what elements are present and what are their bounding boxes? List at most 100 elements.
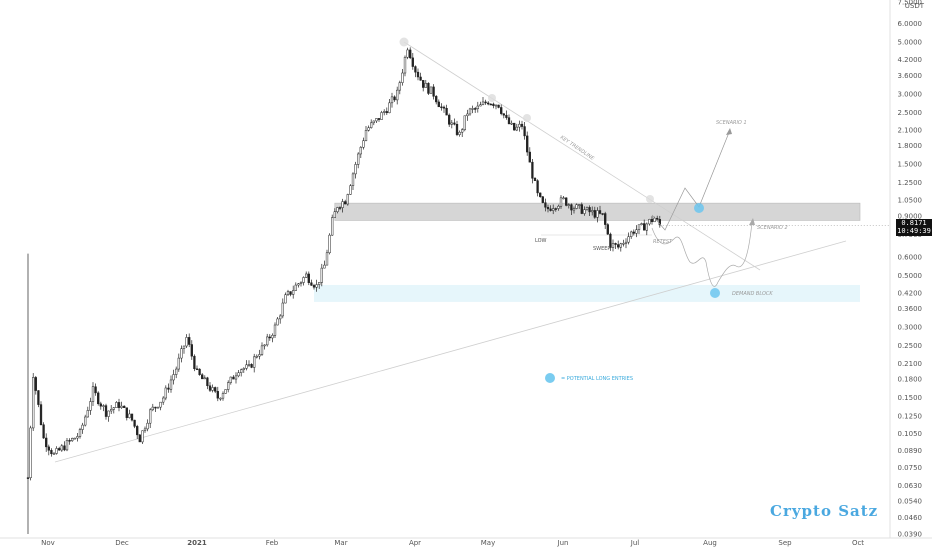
- time-tick-label: Sep: [778, 539, 792, 547]
- price-tick-label: 0.0890: [898, 447, 923, 455]
- candle-body: [175, 368, 178, 375]
- time-tick-label: May: [481, 539, 495, 547]
- candle-body: [526, 135, 529, 153]
- candle-body: [450, 122, 453, 125]
- candle-body: [76, 436, 79, 439]
- candle-body: [47, 446, 50, 451]
- price-tick-label: 0.3000: [898, 324, 923, 332]
- candle-body: [182, 345, 186, 349]
- candle-body: [609, 233, 612, 248]
- candle-body: [442, 106, 446, 109]
- legend-text: = POTENTIAL LONG ENTRIES: [561, 376, 633, 382]
- price-tick-label: 0.4200: [898, 290, 923, 298]
- price-tick-label: 6.0000: [898, 20, 923, 28]
- candle-body: [34, 377, 37, 391]
- candle-body: [416, 71, 420, 78]
- candle-body: [156, 406, 160, 409]
- candle-body: [656, 217, 659, 220]
- candle-body: [513, 122, 516, 131]
- candle-body: [245, 364, 248, 369]
- time-axis: Nov Dec 2021 Feb Mar Apr May Jun Jul Aug Sep Oct: [41, 539, 864, 547]
- candle-body: [154, 406, 157, 409]
- scenario-2-label: SCENARIO 2: [757, 225, 788, 231]
- candle-body: [523, 126, 526, 137]
- candle-body: [211, 387, 214, 391]
- time-tick-label: Mar: [334, 539, 347, 547]
- candle-body: [344, 201, 347, 205]
- candle-body: [570, 204, 573, 211]
- candle-body: [136, 426, 139, 436]
- candle-body: [380, 112, 383, 120]
- time-tick-label: 2021: [187, 539, 207, 547]
- candle-body: [507, 117, 511, 125]
- last-price-tag: 0.8171 10:49:39: [896, 218, 932, 236]
- legend-dot: [545, 373, 555, 383]
- candle-body: [585, 207, 589, 210]
- candle-body: [437, 101, 440, 108]
- candle-body: [435, 96, 438, 103]
- candle-body: [648, 219, 651, 225]
- candle-body: [138, 434, 141, 443]
- candle-body: [99, 403, 102, 407]
- swing-high-marker: [488, 94, 496, 102]
- candle-body: [237, 372, 240, 377]
- candle-body: [409, 49, 412, 59]
- candle-body: [263, 344, 266, 347]
- candle-body: [258, 354, 261, 357]
- candle-body: [58, 448, 61, 451]
- candle-body: [71, 438, 74, 442]
- candle-body: [120, 405, 123, 408]
- candle-body: [375, 118, 378, 122]
- key-trendline-label: KEY TRENDLINE: [559, 135, 596, 163]
- time-tick-label: Aug: [703, 539, 717, 547]
- candle-body: [50, 450, 53, 455]
- candle-body: [102, 405, 105, 407]
- candle-body: [520, 123, 524, 127]
- time-tick-label: Apr: [409, 539, 421, 547]
- candle-body: [94, 386, 97, 394]
- candle-body: [279, 315, 282, 320]
- candle-body: [406, 49, 409, 58]
- candle-body: [107, 410, 110, 417]
- scenario-1-label: SCENARIO 1: [716, 120, 747, 126]
- candle-body: [268, 336, 271, 339]
- candle-body: [354, 164, 357, 175]
- candle-body: [598, 210, 602, 214]
- candle-body: [221, 393, 225, 399]
- price-tick-label: 0.9000: [898, 212, 923, 220]
- long-term-support-trendline: [54, 240, 847, 463]
- scenario-1-path: [651, 129, 731, 231]
- candle-body: [440, 106, 443, 109]
- candle-body: [115, 402, 118, 408]
- potential-long-entry-marker: [710, 288, 720, 298]
- candle-body: [333, 211, 336, 218]
- time-tick-label: Dec: [115, 539, 129, 547]
- price-tick-label: 0.6000: [898, 253, 923, 261]
- candle-body: [627, 236, 630, 243]
- candle-body: [591, 210, 594, 213]
- price-tick-label: 0.0540: [898, 498, 923, 506]
- price-tick-label: 3.0000: [898, 90, 923, 98]
- candle-body: [396, 89, 399, 101]
- candle-body: [492, 103, 495, 106]
- price-tick-label: 0.2500: [898, 342, 923, 350]
- candle-body: [575, 204, 578, 209]
- candle-body: [554, 208, 557, 210]
- candle-body: [240, 369, 243, 373]
- candle-body: [390, 96, 394, 104]
- price-tick-label: 0.3600: [898, 305, 923, 313]
- candle-body: [195, 368, 199, 371]
- candle-body: [637, 224, 641, 231]
- candle-body: [284, 294, 287, 304]
- demand-block: [314, 284, 860, 302]
- candle-body: [383, 111, 386, 113]
- candle-body: [424, 82, 427, 88]
- time-tick-label: Feb: [266, 539, 279, 547]
- candle-body: [341, 201, 344, 208]
- candle-body: [328, 234, 331, 254]
- candle-body: [229, 376, 232, 383]
- candle-body: [32, 377, 35, 429]
- candle-body: [271, 335, 274, 339]
- candle-body: [273, 324, 277, 336]
